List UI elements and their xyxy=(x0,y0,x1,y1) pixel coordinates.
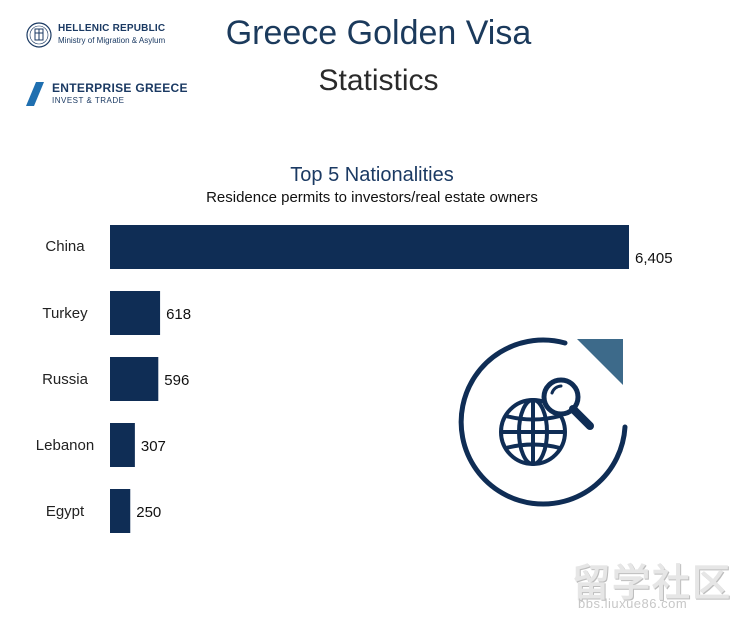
category-label-egypt: Egypt xyxy=(46,503,85,520)
bar-egypt xyxy=(110,489,131,533)
enterprise-greece-mark-icon xyxy=(26,82,44,106)
value-label-lebanon: 307 xyxy=(141,438,166,455)
watermark-text: 留学社区 xyxy=(572,563,733,605)
page-subtitle: Statistics xyxy=(318,64,439,97)
chart-subtitle: Residence permits to investors/real esta… xyxy=(206,189,538,206)
bar-turkey xyxy=(110,291,161,335)
category-label-lebanon: Lebanon xyxy=(36,437,94,454)
org1-title: HELLENIC REPUBLIC xyxy=(58,23,166,34)
globe-search-icon xyxy=(458,337,628,507)
value-label-egypt: 250 xyxy=(136,504,161,521)
value-label-russia: 596 xyxy=(164,372,189,389)
bar-russia xyxy=(110,357,159,401)
org1-subtitle: Ministry of Migration & Asylum xyxy=(58,36,166,45)
greek-seal-icon xyxy=(26,22,52,48)
category-label-china: China xyxy=(45,238,85,255)
chart-title: Top 5 Nationalities xyxy=(290,164,454,186)
value-label-turkey: 618 xyxy=(166,306,191,323)
org2-title: ENTERPRISE GREECE xyxy=(52,81,188,95)
watermark-url: bbs.liuxue86.com xyxy=(578,596,688,611)
category-label-turkey: Turkey xyxy=(42,305,88,322)
category-label-russia: Russia xyxy=(42,371,89,388)
hellenic-republic-logo: HELLENIC REPUBLIC Ministry of Migration … xyxy=(26,22,196,52)
watermark: 留学社区 bbs.liuxue86.com xyxy=(560,552,740,614)
enterprise-greece-logo: ENTERPRISE GREECE INVEST & TRADE xyxy=(26,80,196,110)
bar-lebanon xyxy=(110,423,135,467)
bar-china xyxy=(110,225,629,269)
value-label-china: 6,405 xyxy=(635,250,673,267)
page-title: Greece Golden Visa xyxy=(225,14,532,52)
org2-subtitle: INVEST & TRADE xyxy=(52,96,125,105)
